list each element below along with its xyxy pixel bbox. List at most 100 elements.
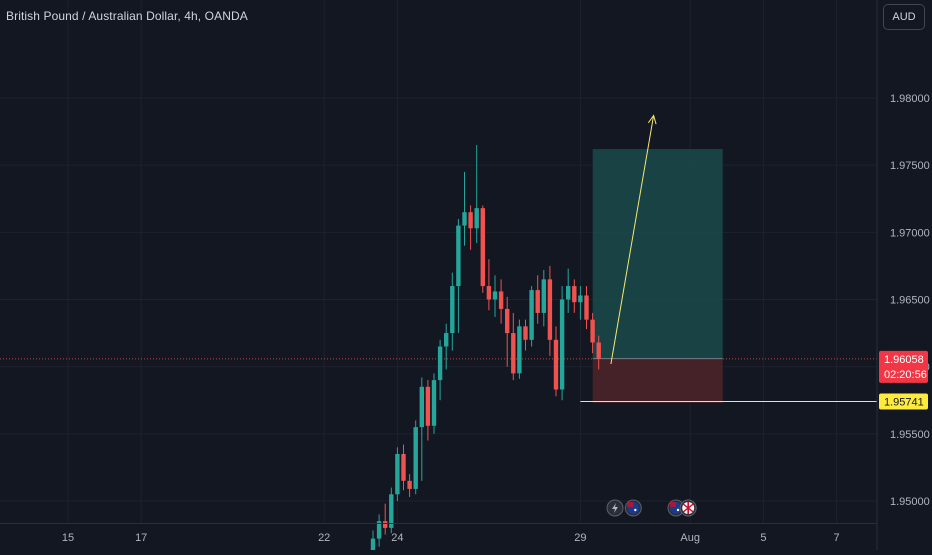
candle	[437, 339, 443, 401]
x-tick-label: 17	[135, 532, 147, 544]
candle	[596, 335, 601, 370]
arrow-line[interactable]	[610, 115, 655, 365]
candle	[425, 380, 431, 441]
x-tick-label: 5	[760, 532, 766, 544]
candle-body	[462, 212, 467, 226]
candle	[559, 286, 565, 401]
level-price-label: 1.95741	[884, 396, 924, 408]
candle	[517, 319, 522, 379]
x-tick-label: Aug	[680, 532, 700, 544]
candle-body	[480, 208, 485, 287]
x-tick-label: 7	[834, 532, 840, 544]
y-tick-label: 1.97000	[890, 227, 930, 239]
candle-body	[444, 333, 449, 347]
candle-body	[566, 286, 571, 300]
candle	[511, 312, 516, 381]
candle	[450, 272, 455, 351]
candle	[376, 514, 382, 547]
y-tick-label: 1.97500	[890, 160, 930, 172]
candle-body	[523, 326, 528, 340]
candle	[498, 279, 504, 324]
currency-button[interactable]: AUD	[883, 4, 925, 30]
current-price-label: 1.96058	[884, 354, 924, 366]
candle-body	[437, 346, 443, 381]
candle	[572, 279, 577, 313]
candle-body	[541, 279, 546, 313]
candle-body	[456, 225, 461, 287]
x-tick-label: 29	[574, 532, 586, 544]
candle-body	[535, 290, 540, 313]
candle-body	[468, 212, 473, 229]
y-tick-label: 1.95500	[890, 429, 930, 441]
drawings[interactable]	[580, 114, 877, 402]
candle-body	[389, 494, 394, 528]
candle	[407, 474, 412, 497]
candle-body	[553, 339, 559, 390]
candle	[578, 286, 583, 320]
target-zone[interactable]	[592, 149, 723, 359]
candle-body	[578, 295, 583, 303]
candle-body	[401, 453, 406, 481]
lightning-icon	[612, 503, 618, 513]
candle	[462, 171, 467, 246]
candle-body	[505, 308, 510, 334]
candle	[523, 319, 528, 351]
au-flag-icon[interactable]	[624, 499, 642, 517]
candle-body	[407, 480, 412, 489]
candle	[413, 420, 418, 495]
uk-flag-icon[interactable]	[679, 499, 697, 517]
candle	[370, 530, 376, 555]
candle-body	[474, 208, 479, 229]
candle	[505, 296, 510, 367]
candle-body	[450, 286, 455, 334]
candle-body	[376, 521, 382, 539]
au-flag-icon[interactable]	[667, 499, 685, 517]
candle	[383, 503, 388, 535]
candle	[553, 326, 559, 397]
level-price-badge	[879, 393, 928, 410]
candle-body	[547, 279, 553, 340]
candle-body	[590, 319, 595, 343]
stop-zone[interactable]	[592, 358, 723, 403]
candle	[395, 447, 400, 501]
candle	[419, 377, 424, 481]
arrow-head[interactable]	[647, 114, 657, 125]
candle-body	[486, 286, 492, 300]
candle	[389, 487, 394, 534]
time-axis[interactable]: 101517222429Aug57	[0, 523, 877, 545]
candle-body	[395, 453, 400, 495]
candle-body	[383, 521, 388, 528]
y-tick-label: 1.98000	[890, 93, 930, 105]
candle-body	[498, 291, 504, 309]
event-markers[interactable]	[606, 499, 697, 517]
candle	[541, 269, 546, 327]
position-zones[interactable]	[592, 149, 723, 403]
price-labels: 1.96058 02:20:56 1.95741	[879, 350, 928, 410]
candle	[529, 286, 534, 347]
candle	[535, 275, 540, 324]
y-tick-label: 1.95000	[890, 496, 930, 508]
candle	[480, 205, 485, 293]
candle	[468, 205, 473, 250]
candle-body	[419, 386, 424, 428]
flag-star	[634, 508, 637, 512]
candle	[590, 312, 595, 354]
candle	[456, 218, 461, 334]
candle	[486, 259, 492, 311]
candle	[492, 275, 498, 317]
candle-body	[492, 291, 498, 300]
candle	[566, 268, 571, 313]
candle	[584, 286, 589, 330]
lightning-icon[interactable]	[606, 499, 624, 517]
candle	[547, 265, 553, 356]
x-tick-label: 22	[318, 532, 330, 544]
symbol-title: British Pound / Australian Dollar, 4h, O…	[6, 9, 248, 23]
candle-body	[529, 290, 534, 340]
candle-body	[517, 326, 522, 374]
candle-body	[370, 538, 376, 553]
x-tick-label: 24	[391, 532, 403, 544]
